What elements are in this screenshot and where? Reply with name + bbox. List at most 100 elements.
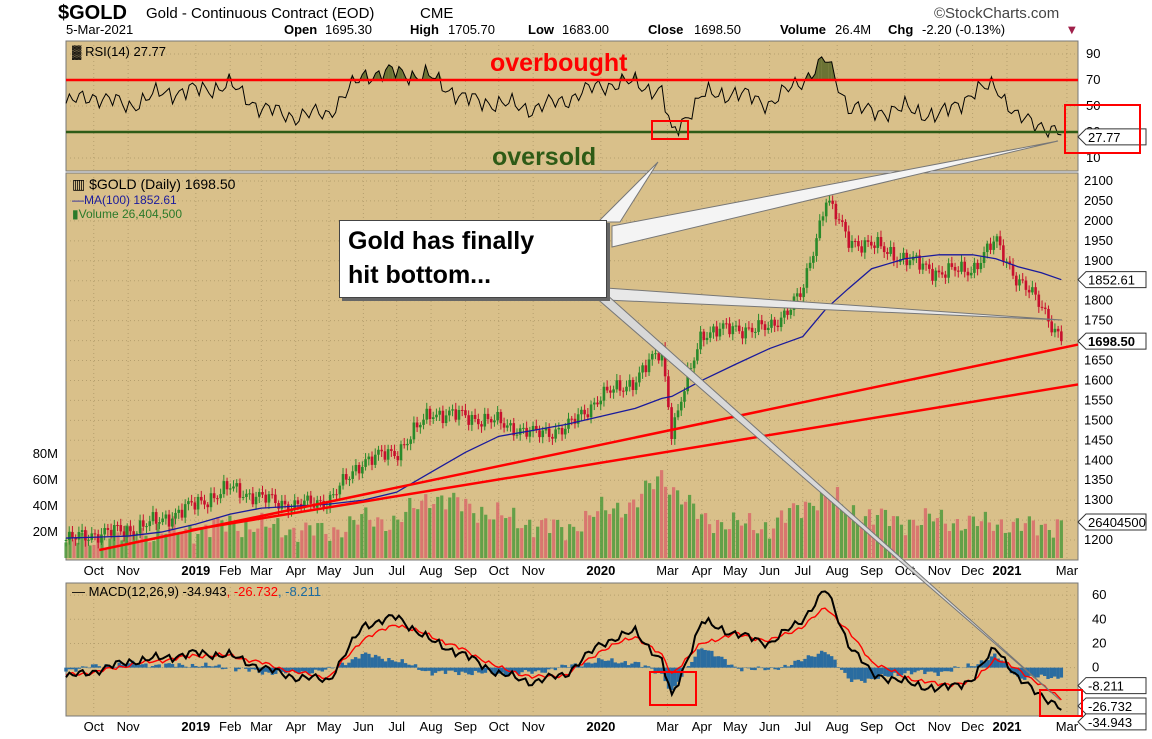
price-candle [67,532,71,541]
volume-bar [128,525,132,558]
macd-histogram-bar [580,666,584,668]
macd-histogram-bar [996,658,1000,668]
price-candle [828,200,831,203]
price-candle [679,401,683,411]
price-candle [470,414,474,425]
volume-bar [284,535,288,558]
price-legend: ▥ $GOLD (Daily) 1698.50 [72,176,236,192]
macd-histogram-bar [640,666,644,668]
volume-bar [1039,524,1043,558]
volume-bar [512,507,516,558]
macd-histogram-bar [546,667,551,670]
macd-histogram-bar [500,667,504,673]
price-candle [850,241,854,248]
volume-bar [767,538,772,558]
price-candle [989,243,992,250]
price-candle [589,404,593,418]
x-tick-label: Oct [895,719,916,734]
macd-histogram-bar [1016,667,1020,677]
price-candle [596,402,599,405]
price-candle [528,431,532,437]
volume-bar [815,510,820,558]
macd-histogram-bar [570,664,574,668]
macd-histogram-bar [537,667,541,671]
macd-histogram-bar [756,666,761,668]
macd-histogram-bar [873,667,877,680]
volume-bar [308,525,312,558]
macd-histogram-bar [1036,667,1040,678]
volume-bar [348,516,352,558]
price-candle [319,500,322,502]
volume-bar [172,516,176,558]
volume-bar [995,524,999,558]
macd-histogram-bar [127,663,131,668]
price-candle [222,481,226,495]
x-tick-label: Mar [250,719,273,734]
macd-histogram-bar [297,667,301,674]
volume-bar [819,488,824,558]
price-candle [64,540,68,542]
volume-bar [72,539,76,558]
price-tick-label: 1900 [1084,253,1113,268]
price-candle [657,353,661,361]
price-candle [638,372,641,383]
price-candle [332,494,335,496]
price-tick-label: 1750 [1084,313,1113,328]
volume-bar [648,483,652,558]
volume-bar [444,509,448,558]
volume-bar [731,512,736,558]
volume-bar [144,535,148,558]
price-candle [621,390,625,392]
macd-histogram-bar [363,652,368,668]
macd-signal-value-label-tag [1077,697,1147,715]
macd-histogram-bar [473,667,478,671]
volume-bar [456,497,460,558]
macd-histogram-bar [923,667,927,675]
price-candle [1008,261,1012,265]
volume-bar [687,494,692,558]
volume-bar [608,514,612,558]
volume-bar [636,507,640,558]
macd-histogram-bar [77,667,82,669]
macd-histogram-bar [816,653,821,668]
volume-bar [596,511,600,558]
price-candle [1047,308,1050,322]
price-candle [824,202,828,217]
macd-histogram-bar [823,652,827,668]
x-tick-label: May [317,563,342,578]
volume-bar [316,523,320,558]
macd-histogram-bar [267,667,271,673]
volume-bar [180,532,184,558]
volume-bar [672,487,676,558]
annotation-callout: Gold has finally hit bottom... [339,220,607,298]
macd-histogram-bar [693,656,697,668]
volume-bar [715,519,720,558]
volume-bar [895,516,900,558]
macd-tick-label: 60 [1092,587,1106,602]
x-tick-label: Mar [1056,563,1079,578]
volume-bar [871,524,876,558]
price-candle [457,409,461,420]
macd-histogram-bar [1019,667,1024,679]
macd-histogram-bar [274,667,278,674]
volume-bar [532,537,536,558]
rsi-legend: ▓ RSI(14) 27.77 [72,44,166,60]
macd-histogram-bar [766,667,771,670]
price-candle [599,400,603,405]
price-candle [731,326,735,335]
macd-histogram-bar [310,667,315,674]
macd-histogram-bar [1056,667,1060,679]
volume-bar [300,530,304,558]
macd-histogram-bar [806,655,811,668]
x-tick-label: Dec [961,563,985,578]
price-candle [882,246,886,253]
volume-bar [276,518,280,558]
price-candle [80,530,84,533]
macd-histogram-bar [370,657,374,668]
macd-histogram-bar [323,667,328,670]
volume-bar [236,530,240,558]
macd-histogram-bar [220,667,225,670]
volume-bar [560,527,564,558]
price-candle [634,382,638,391]
